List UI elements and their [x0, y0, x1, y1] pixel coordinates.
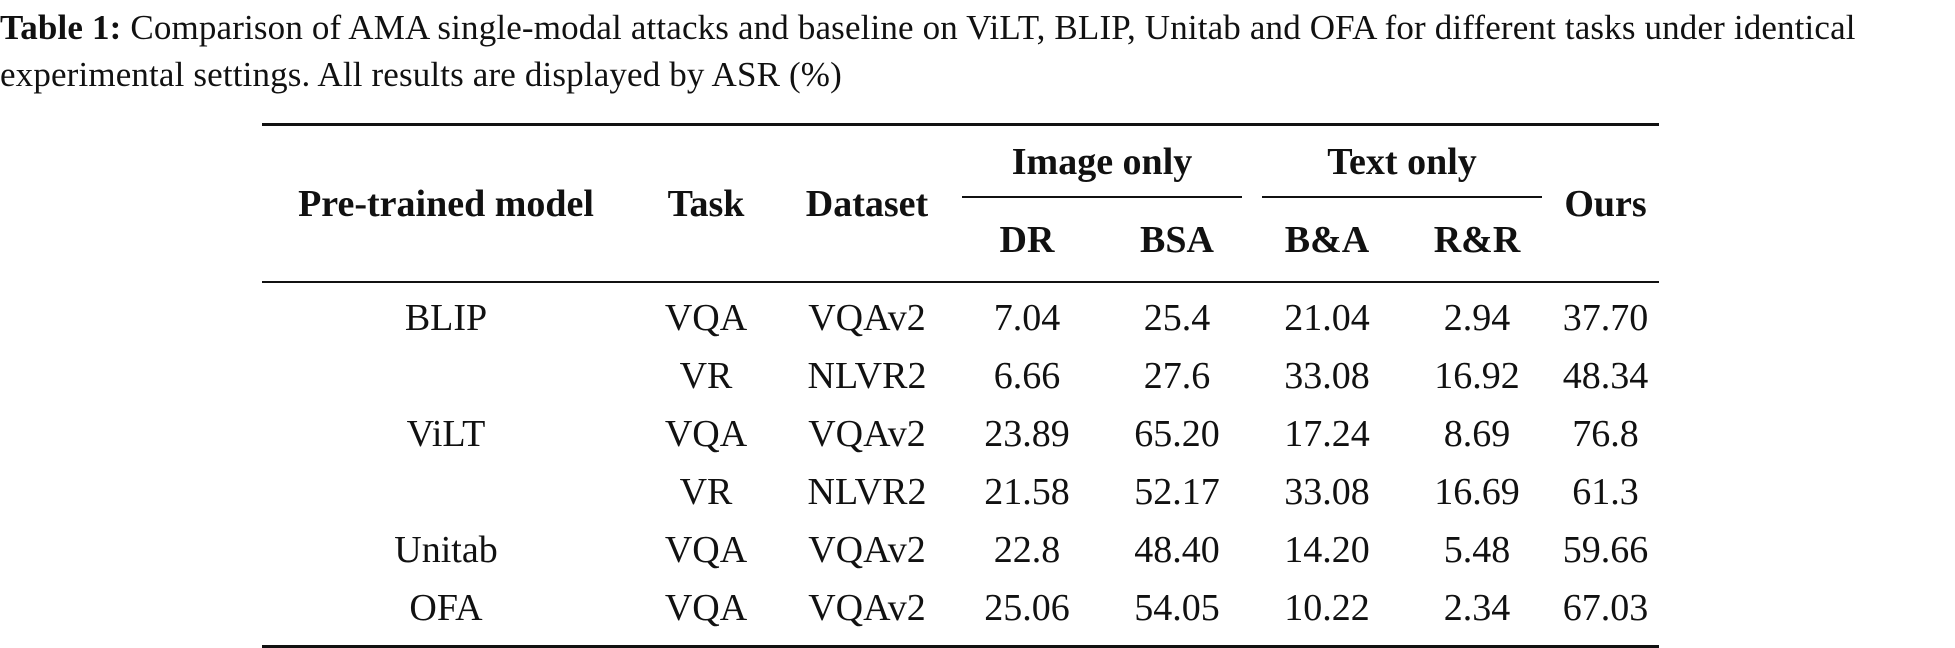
cell-model: ViLT [406, 413, 486, 455]
cell-dr: 25.06 [952, 579, 1102, 648]
cell-dataset: VQAv2 [782, 579, 952, 648]
table-row: VR NLVR2 21.58 52.17 33.08 16.69 61.3 [262, 463, 1659, 521]
cell-task: VR [679, 355, 733, 397]
header-ours: Ours [1552, 123, 1659, 282]
text-only-rule [1262, 196, 1542, 198]
cell-dr: 22.8 [993, 529, 1061, 571]
header-pretrained-model: Pre-trained model [262, 123, 630, 282]
caption-text: Comparison of AMA single-modal attacks a… [0, 8, 1856, 94]
table-row: BLIP VQA VQAv2 7.04 25.4 21.04 2.94 37.70 [262, 281, 1659, 347]
cell-dr: 21.58 [984, 471, 1070, 513]
table-row: OFA VQA VQAv2 25.06 54.05 10.22 2.34 67.03 [262, 579, 1659, 648]
cell-ours: 61.3 [1572, 471, 1639, 513]
cell-task: VQA [664, 413, 748, 455]
header-task: Task [630, 123, 782, 282]
cell-dataset: VQAv2 [782, 281, 952, 347]
header-text-only-label: Text only [1327, 141, 1477, 183]
cell-bsa: 52.17 [1134, 471, 1220, 513]
cell-ba: 33.08 [1284, 355, 1370, 397]
table-row: Unitab VQA VQAv2 22.8 48.40 14.20 5.48 59.66 [262, 521, 1659, 579]
header-ba: B&A [1284, 218, 1370, 261]
cell-task: VR [679, 471, 733, 513]
cell-task: VQA [664, 529, 748, 571]
header-bsa: BSA [1140, 218, 1214, 261]
cell-model [262, 463, 630, 521]
results-table: Pre-trained model Task Dataset Image onl… [262, 123, 1659, 648]
cell-rr: 16.69 [1434, 471, 1520, 513]
cell-ours: 76.8 [1572, 413, 1639, 455]
cell-rr: 2.34 [1402, 579, 1552, 648]
header-dataset: Dataset [782, 123, 952, 282]
cell-rr: 16.92 [1434, 355, 1520, 397]
caption-label: Table 1: [0, 8, 122, 47]
header-image-only: Image only [952, 123, 1252, 198]
header-rr: R&R [1433, 218, 1521, 261]
cell-ba: 14.20 [1284, 529, 1370, 571]
cell-ours: 59.66 [1562, 529, 1649, 571]
cell-ba: 21.04 [1252, 281, 1402, 347]
cell-model: Unitab [394, 529, 498, 571]
cell-dataset: NLVR2 [807, 471, 927, 513]
cell-rr: 8.69 [1443, 413, 1511, 455]
cell-rr: 2.94 [1402, 281, 1552, 347]
cell-dataset: VQAv2 [808, 529, 926, 571]
cell-dr: 7.04 [952, 281, 1102, 347]
cell-dr: 6.66 [993, 355, 1061, 397]
header-dr: DR [999, 218, 1055, 261]
cell-ba: 33.08 [1284, 471, 1370, 513]
cell-dr: 23.89 [984, 413, 1070, 455]
cell-task: VQA [630, 579, 782, 648]
cell-ours: 48.34 [1562, 355, 1649, 397]
table-body: BLIP VQA VQAv2 7.04 25.4 21.04 2.94 37.70 VR NLVR… [262, 281, 1659, 648]
cell-bsa: 48.40 [1134, 529, 1220, 571]
header-text-only: Text only [1252, 123, 1552, 198]
cell-dataset: NLVR2 [807, 355, 927, 397]
cell-bsa: 27.6 [1143, 355, 1211, 397]
cell-bsa: 65.20 [1134, 413, 1220, 455]
cell-ba: 10.22 [1252, 579, 1402, 648]
cell-ours: 67.03 [1552, 579, 1659, 648]
table-caption: Table 1: Comparison of AMA single-modal … [0, 4, 1955, 98]
cell-bsa: 54.05 [1102, 579, 1252, 648]
cell-model [262, 347, 630, 405]
header-image-only-label: Image only [1011, 141, 1193, 183]
cell-bsa: 25.4 [1102, 281, 1252, 347]
image-only-rule [962, 196, 1242, 198]
cell-task: VQA [630, 281, 782, 347]
cell-dataset: VQAv2 [808, 413, 926, 455]
cell-ba: 17.24 [1284, 413, 1370, 455]
cell-ours: 37.70 [1552, 281, 1659, 347]
cell-model: OFA [262, 579, 630, 648]
cell-model: BLIP [262, 281, 630, 347]
cell-rr: 5.48 [1443, 529, 1511, 571]
table-row: VR NLVR2 6.66 27.6 33.08 16.92 48.34 [262, 347, 1659, 405]
table-row: ViLT VQA VQAv2 23.89 65.20 17.24 8.69 76.8 [262, 405, 1659, 463]
